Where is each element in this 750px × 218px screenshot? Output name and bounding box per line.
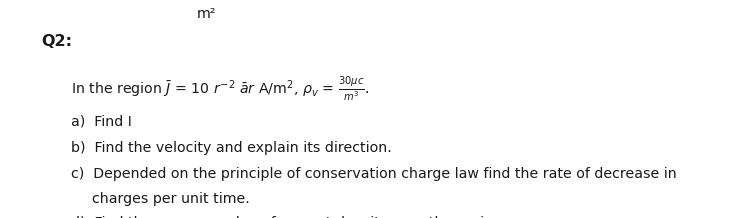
Text: c)  Depended on the principle of conservation charge law find the rate of decrea: c) Depended on the principle of conserva… bbox=[71, 167, 677, 181]
Text: a)  Find I: a) Find I bbox=[71, 114, 132, 128]
Text: b)  Find the velocity and explain its direction.: b) Find the velocity and explain its dir… bbox=[71, 141, 392, 155]
Text: m²: m² bbox=[196, 7, 216, 20]
Text: In the region $\bar{J}$ = 10 $r^{-2}$ $\bar{a}r$ A/m$^2$, $\rho_v$ = $\frac{30\m: In the region $\bar{J}$ = 10 $r^{-2}$ $\… bbox=[71, 75, 370, 104]
Text: d)  Find the average value of current density over the region.: d) Find the average value of current den… bbox=[71, 216, 506, 218]
Text: Q2:: Q2: bbox=[41, 34, 72, 49]
Text: charges per unit time.: charges per unit time. bbox=[92, 192, 249, 206]
